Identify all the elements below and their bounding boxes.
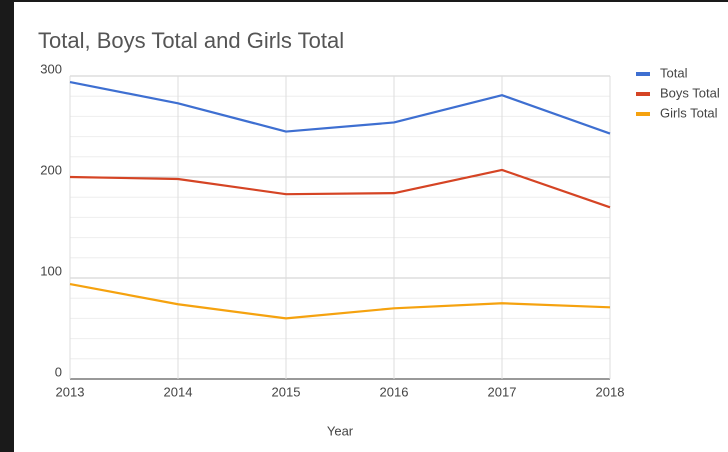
x-tick-label: 2016 [380, 384, 409, 399]
y-tick-label: 0 [55, 364, 62, 379]
legend-swatch [636, 72, 650, 76]
x-tick-label: 2018 [596, 384, 625, 399]
chart-title: Total, Boys Total and Girls Total [38, 28, 344, 53]
frame-top [0, 0, 728, 2]
legend-label: Girls Total [660, 105, 718, 120]
y-tick-label: 300 [40, 61, 62, 76]
line-series [69, 282, 611, 320]
line-series [69, 80, 611, 135]
x-tick-label: 2013 [56, 384, 85, 399]
y-tick-label: 100 [40, 263, 62, 278]
x-tick-label: 2014 [164, 384, 193, 399]
legend-label: Total [660, 65, 688, 80]
legend-label: Boys Total [660, 85, 720, 100]
y-tick-label: 200 [40, 162, 62, 177]
legend-swatch [636, 112, 650, 116]
legend-swatch [636, 92, 650, 96]
x-tick-label: 2017 [488, 384, 517, 399]
x-tick-label: 2015 [272, 384, 301, 399]
frame-left [0, 0, 14, 452]
line-series [69, 168, 611, 209]
x-axis-label: Year [327, 423, 354, 438]
